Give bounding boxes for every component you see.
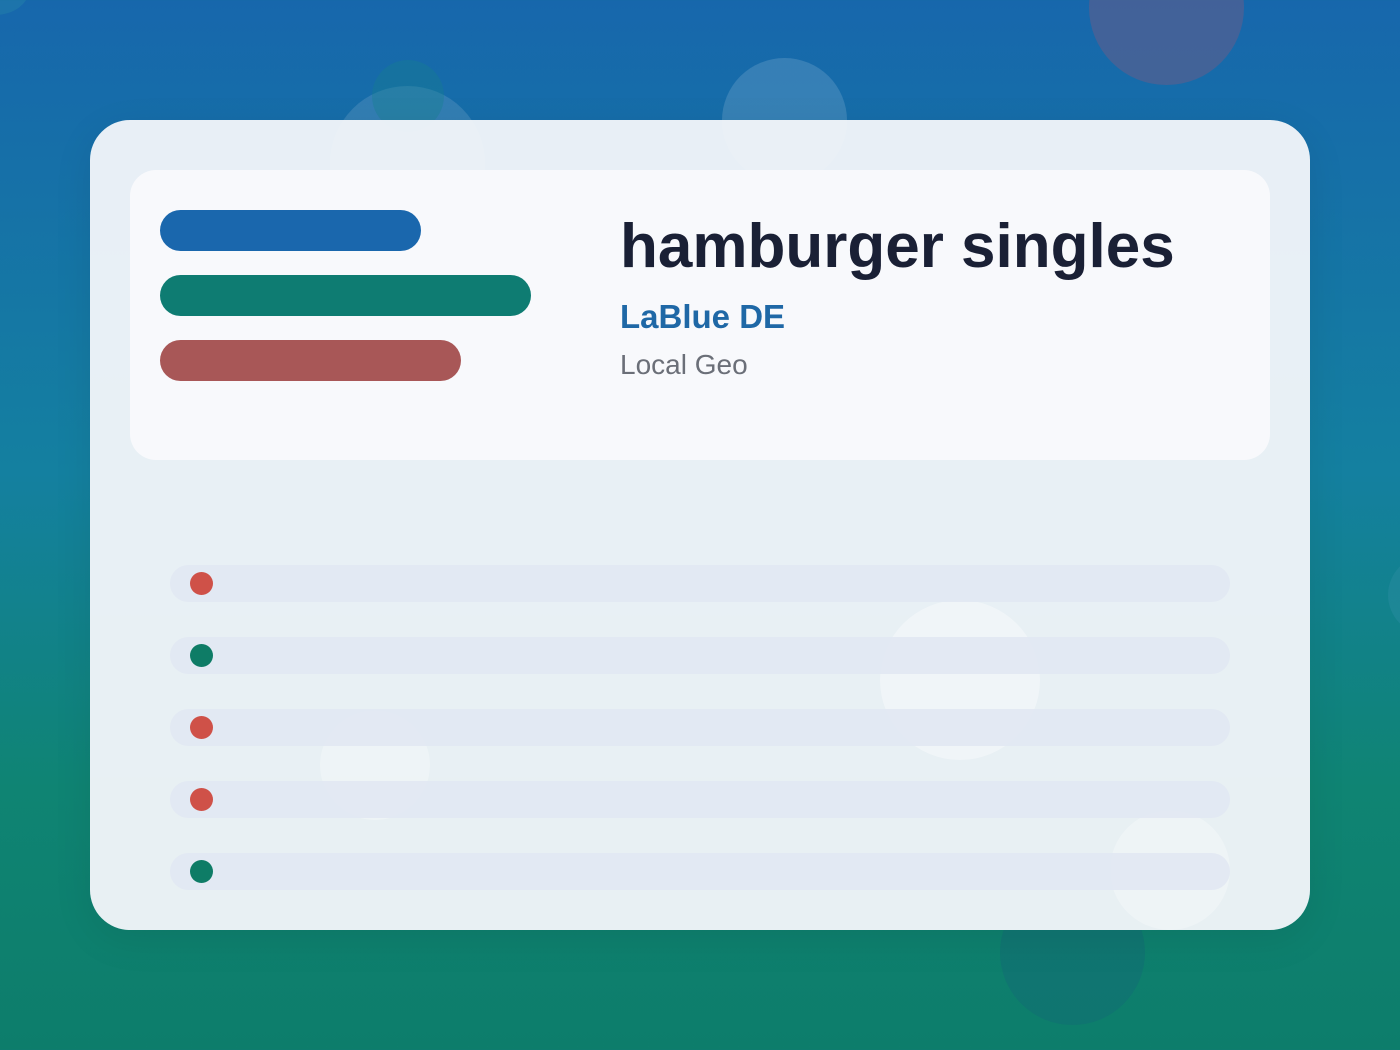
- brand-name: LaBlue DE: [620, 298, 786, 335]
- status-dot-icon: [190, 572, 213, 595]
- background-bubble: [1089, 0, 1244, 85]
- background-bubble: [0, 0, 30, 15]
- status-dot-icon: [190, 644, 213, 667]
- category-caption: Local Geo: [620, 349, 748, 380]
- status-dot-icon: [190, 860, 213, 883]
- title-block: hamburger singles LaBlue DE Local Geo: [620, 210, 1260, 382]
- list-item: [170, 709, 1230, 746]
- status-dot-icon: [190, 788, 213, 811]
- green-accent-bar: [160, 275, 531, 316]
- status-dot-icon: [190, 716, 213, 739]
- red-accent-bar: [160, 340, 461, 381]
- blue-accent-bar: [160, 210, 421, 251]
- item-list: [170, 565, 1230, 925]
- list-item: [170, 637, 1230, 674]
- list-item: [170, 853, 1230, 890]
- main-card: hamburger singles LaBlue DE Local Geo: [90, 120, 1310, 930]
- page-title: hamburger singles: [620, 212, 1175, 281]
- background-bubble: [1388, 555, 1400, 635]
- header-panel: hamburger singles LaBlue DE Local Geo: [130, 170, 1270, 460]
- list-item: [170, 781, 1230, 818]
- list-item: [170, 565, 1230, 602]
